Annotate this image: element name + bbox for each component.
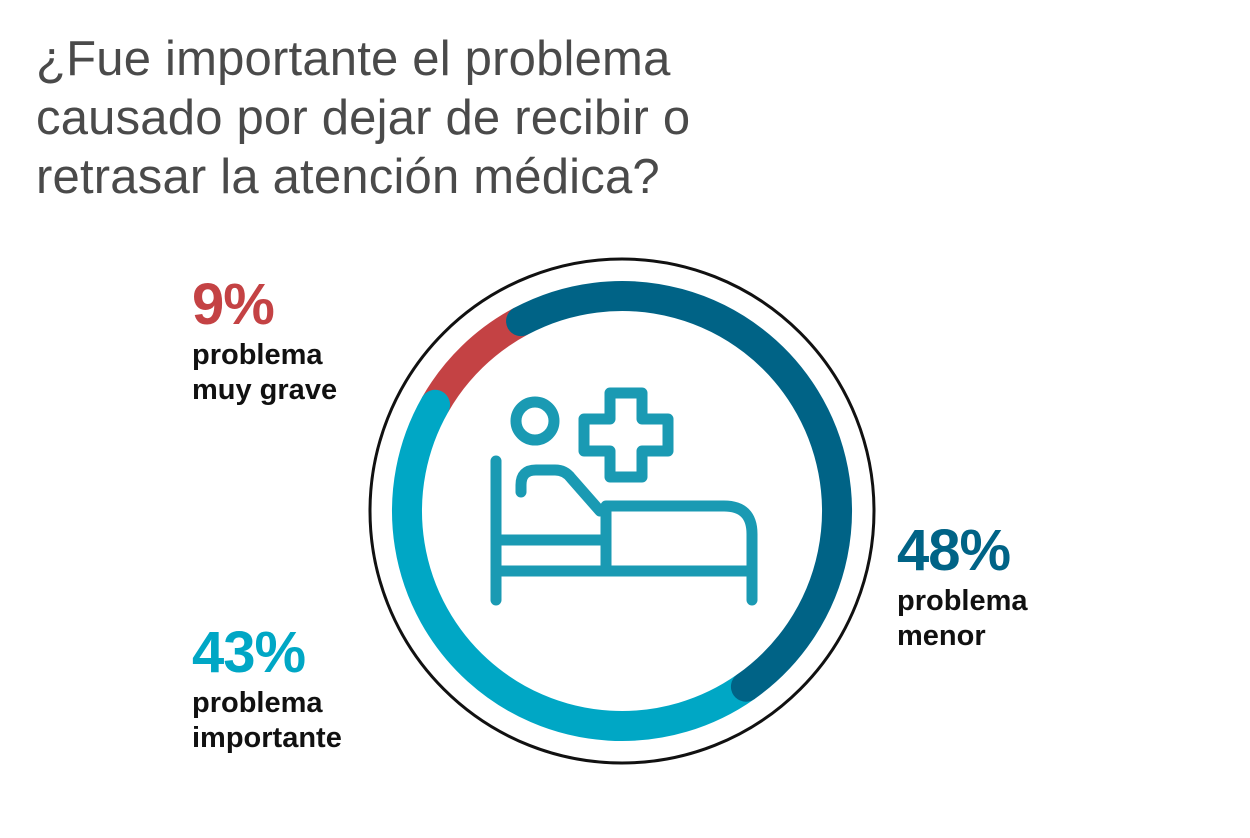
slice-desc-line: importante — [192, 722, 342, 754]
slice-label-importante: 43% problema importante — [192, 624, 342, 756]
slice-desc-muy-grave: problema muy grave — [192, 338, 337, 408]
title-line-2: causado por dejar de recibir o — [36, 91, 691, 145]
slice-desc-importante: problema importante — [192, 686, 342, 756]
hospital-bed-patient-icon — [490, 387, 758, 606]
slice-label-menor: 48% problema menor — [897, 522, 1028, 654]
donut-outline-ring — [368, 257, 876, 765]
slice-desc-line: menor — [897, 620, 986, 652]
title-line-3: retrasar la atención médica? — [36, 150, 660, 204]
title-line-1: ¿Fue importante el problema — [36, 32, 671, 86]
slice-desc-line: problema — [897, 585, 1028, 617]
donut-slice-muy-grave — [422, 307, 529, 413]
slice-label-muy-grave: 9% problema muy grave — [192, 276, 337, 408]
slice-percent-muy-grave: 9% — [192, 272, 275, 337]
slice-percent-menor: 48% — [897, 518, 1011, 583]
slice-desc-menor: problema menor — [897, 584, 1028, 654]
donut-slices — [392, 281, 852, 741]
slice-percent-importante: 43% — [192, 620, 306, 685]
chart-title: ¿Fue importante el problema causado por … — [36, 30, 856, 207]
donut-slice-importante — [392, 389, 761, 741]
slice-desc-line: problema — [192, 339, 323, 371]
slice-desc-line: muy grave — [192, 374, 338, 406]
donut-slice-menor — [506, 281, 852, 702]
slice-desc-line: problema — [192, 687, 323, 719]
